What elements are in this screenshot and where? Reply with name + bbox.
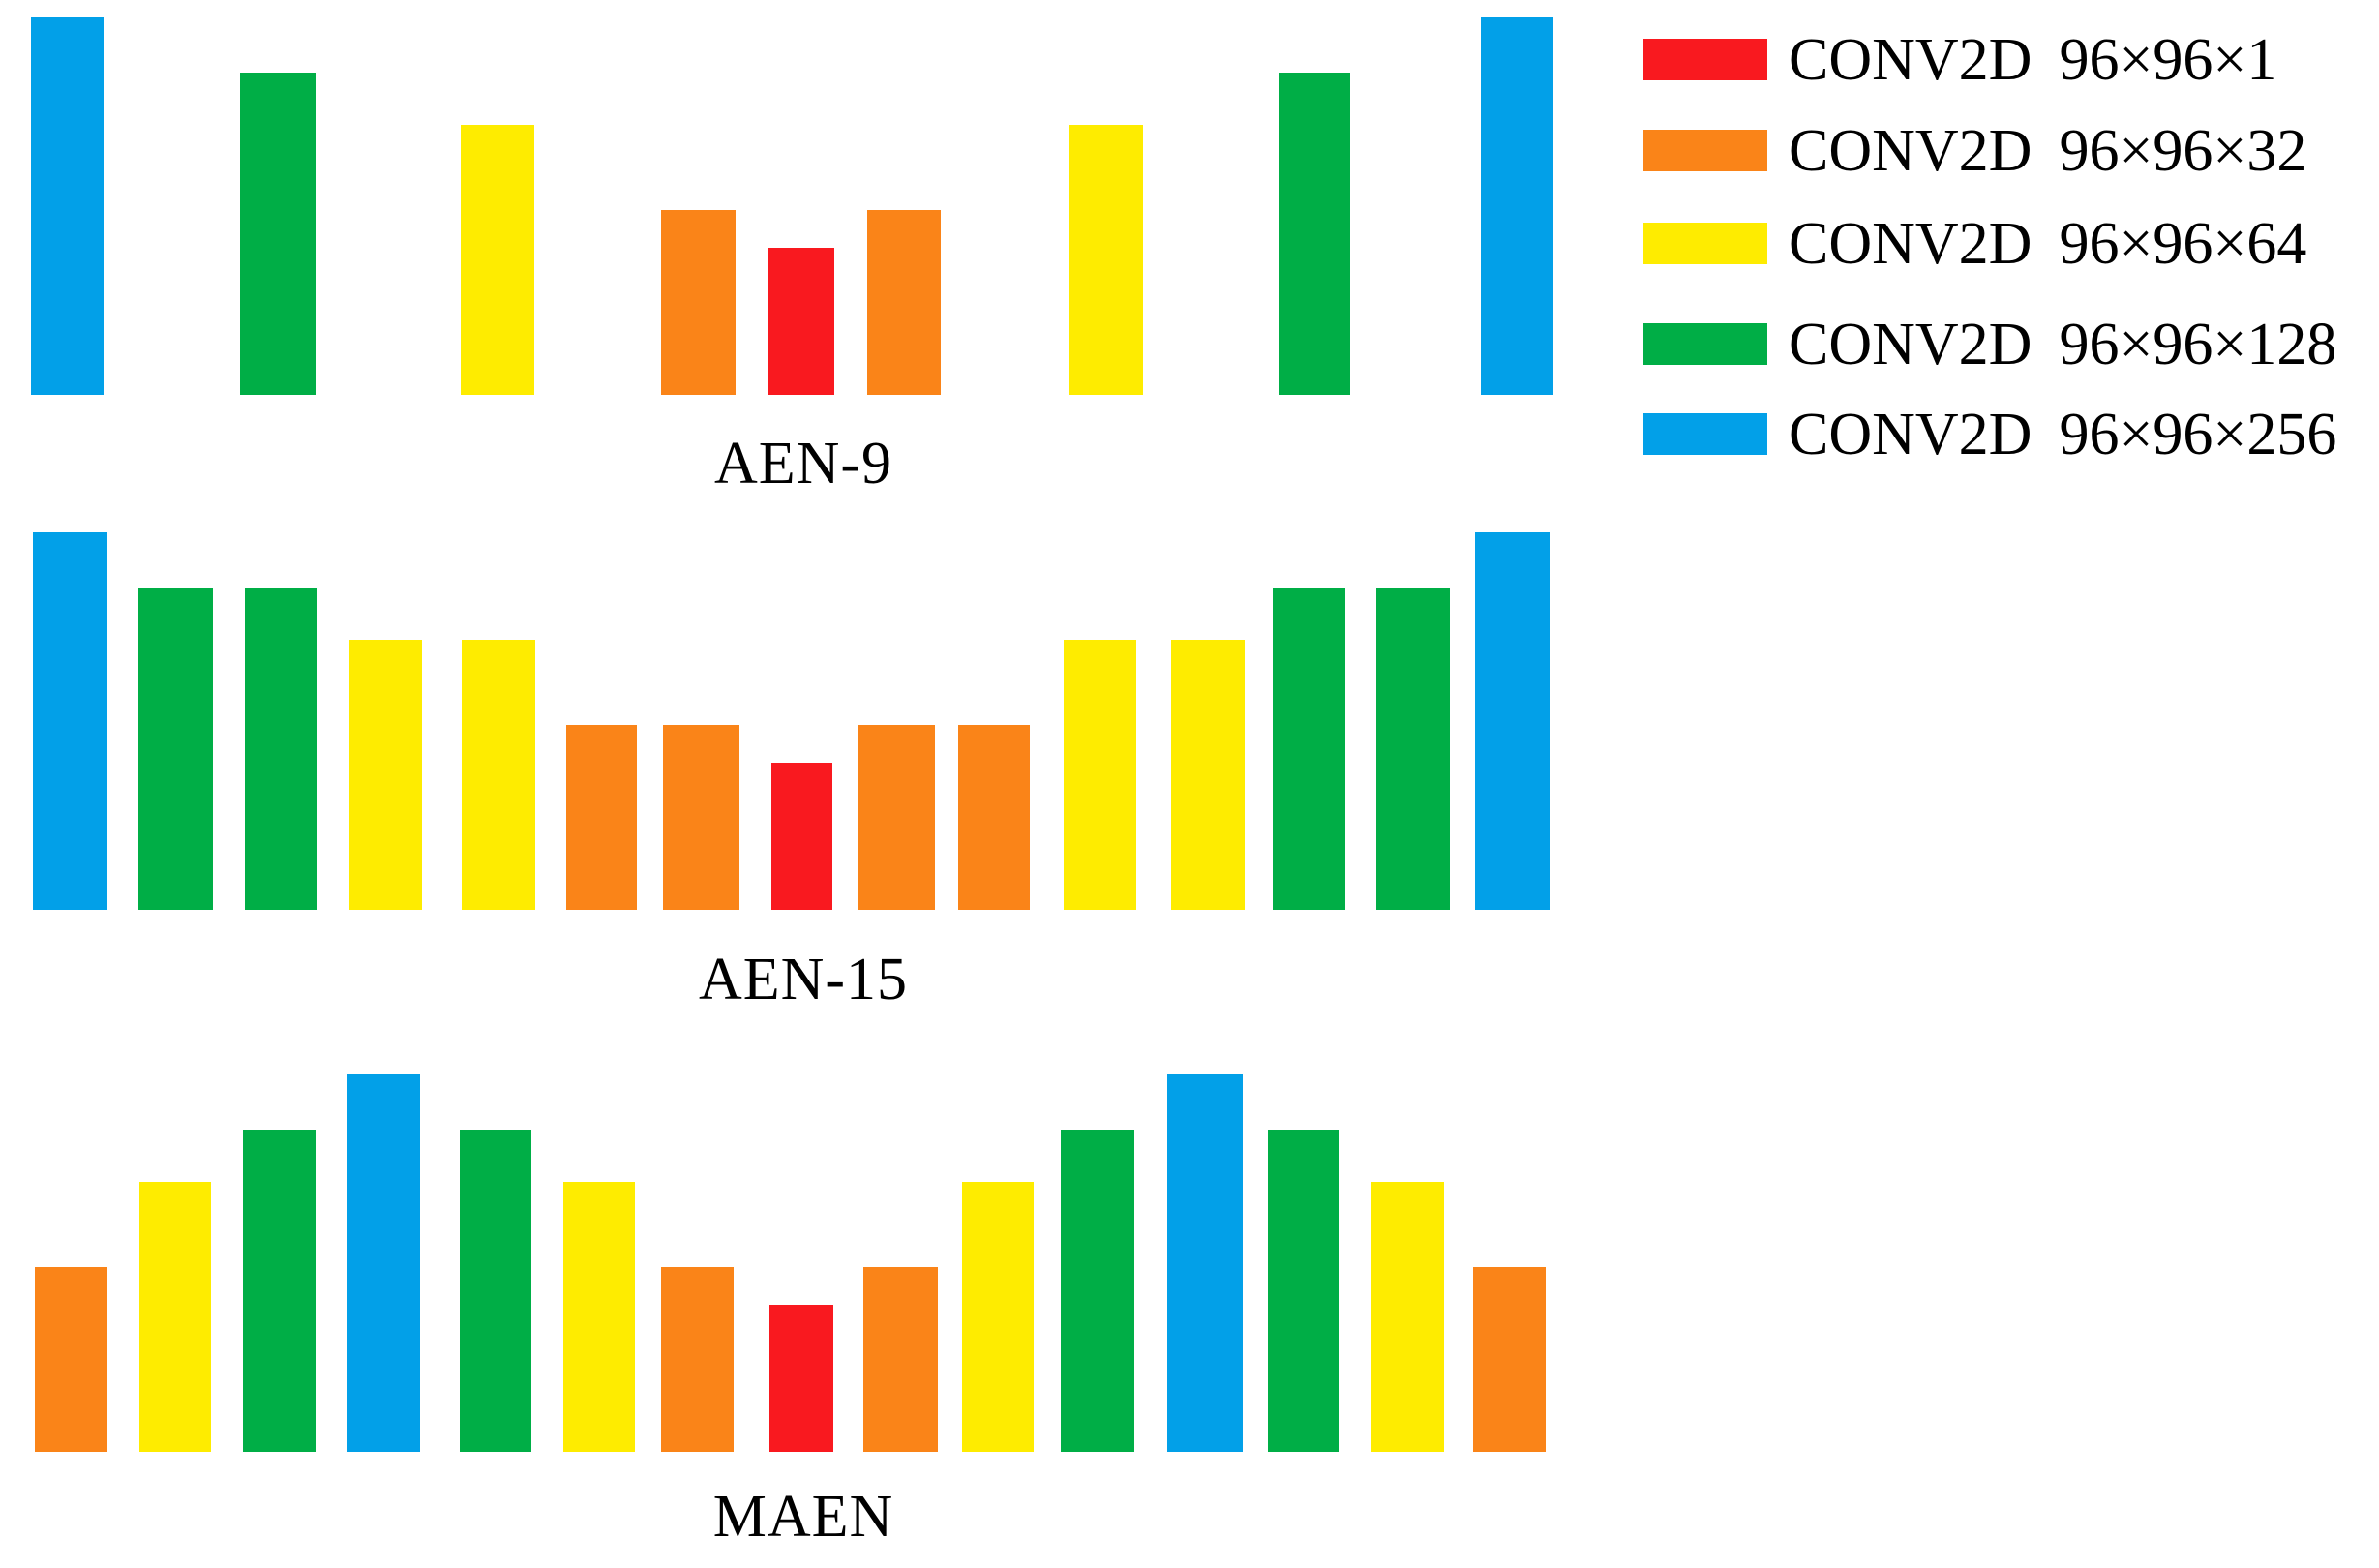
legend-swatch-yellow — [1643, 223, 1767, 264]
conv-layer-bar-green — [1061, 1130, 1134, 1452]
conv-layer-bar-yellow — [1371, 1182, 1444, 1452]
conv-layer-bar-red — [768, 248, 834, 395]
conv-layer-bar-green — [1376, 588, 1450, 910]
conv-layer-bar-orange — [1473, 1267, 1546, 1452]
conv-layer-bar-yellow — [962, 1182, 1034, 1452]
legend-swatch-green — [1643, 323, 1767, 365]
conv-layer-bar-green — [460, 1130, 531, 1452]
conv-layer-bar-green — [1279, 73, 1350, 395]
conv-layer-bar-green — [245, 588, 317, 910]
conv-layer-bar-blue — [1167, 1074, 1243, 1452]
legend-item-conv-256: CONV2D 96×96×256 — [1643, 405, 2336, 465]
conv-layer-bar-yellow — [1171, 640, 1245, 910]
conv-layer-bar-yellow — [1069, 125, 1143, 395]
conv-layer-bar-yellow — [563, 1182, 635, 1452]
conv-layer-bar-orange — [867, 210, 941, 395]
legend-swatch-orange — [1643, 130, 1767, 171]
conv-layer-bar-orange — [958, 725, 1030, 910]
conv-layer-bar-orange — [566, 725, 637, 910]
conv-layer-bar-red — [771, 763, 832, 910]
conv-layer-bar-blue — [33, 532, 107, 910]
legend-item-conv-1: CONV2D 96×96×1 — [1643, 30, 2276, 90]
legend-layer-label: CONV2D — [1789, 117, 2033, 184]
row-label-maen: MAEN — [712, 1484, 894, 1550]
conv-layer-bar-red — [769, 1305, 833, 1452]
conv-layer-bar-blue — [1475, 532, 1550, 910]
legend: CONV2D 96×96×1 CONV2D 96×96×32 CONV2D 96… — [1643, 0, 2379, 503]
conv-layer-bar-orange — [661, 1267, 734, 1452]
conv-layer-bar-orange — [35, 1267, 107, 1452]
legend-layer-label: CONV2D — [1789, 401, 2033, 467]
legend-swatch-red — [1643, 39, 1767, 80]
conv-layer-bar-blue — [1481, 17, 1553, 395]
conv-layer-bar-yellow — [462, 640, 535, 910]
conv-layer-bar-orange — [858, 725, 935, 910]
legend-layer-label: CONV2D — [1789, 210, 2033, 277]
legend-item-conv-32: CONV2D 96×96×32 — [1643, 121, 2306, 181]
conv-layer-bar-orange — [661, 210, 736, 395]
legend-layer-label: CONV2D — [1789, 311, 2033, 377]
conv-layer-bar-green — [1273, 588, 1345, 910]
legend-dims-label: 96×96×1 — [2059, 26, 2277, 93]
conv-layer-bar-yellow — [461, 125, 534, 395]
row-label-aen-15: AEN-15 — [698, 947, 909, 1012]
legend-dims-label: 96×96×128 — [2059, 311, 2337, 377]
legend-item-conv-64: CONV2D 96×96×64 — [1643, 214, 2306, 274]
legend-dims-label: 96×96×64 — [2059, 210, 2307, 277]
conv-layer-bar-yellow — [139, 1182, 211, 1452]
conv-layer-bar-green — [138, 588, 213, 910]
conv-layer-bar-yellow — [349, 640, 422, 910]
conv-layer-bar-yellow — [1064, 640, 1136, 910]
legend-item-conv-128: CONV2D 96×96×128 — [1643, 315, 2336, 375]
legend-dims-label: 96×96×32 — [2059, 117, 2307, 184]
conv-layer-bar-orange — [863, 1267, 938, 1452]
legend-layer-label: CONV2D — [1789, 26, 2033, 93]
conv-layer-bar-orange — [663, 725, 739, 910]
conv-layer-bar-green — [240, 73, 316, 395]
conv-layer-bar-green — [243, 1130, 316, 1452]
conv-layer-bar-blue — [347, 1074, 420, 1452]
conv-layer-bar-green — [1268, 1130, 1339, 1452]
legend-swatch-blue — [1643, 413, 1767, 455]
legend-dims-label: 96×96×256 — [2059, 401, 2337, 467]
row-label-aen-9: AEN-9 — [713, 431, 893, 497]
conv-layer-bar-blue — [31, 17, 104, 395]
